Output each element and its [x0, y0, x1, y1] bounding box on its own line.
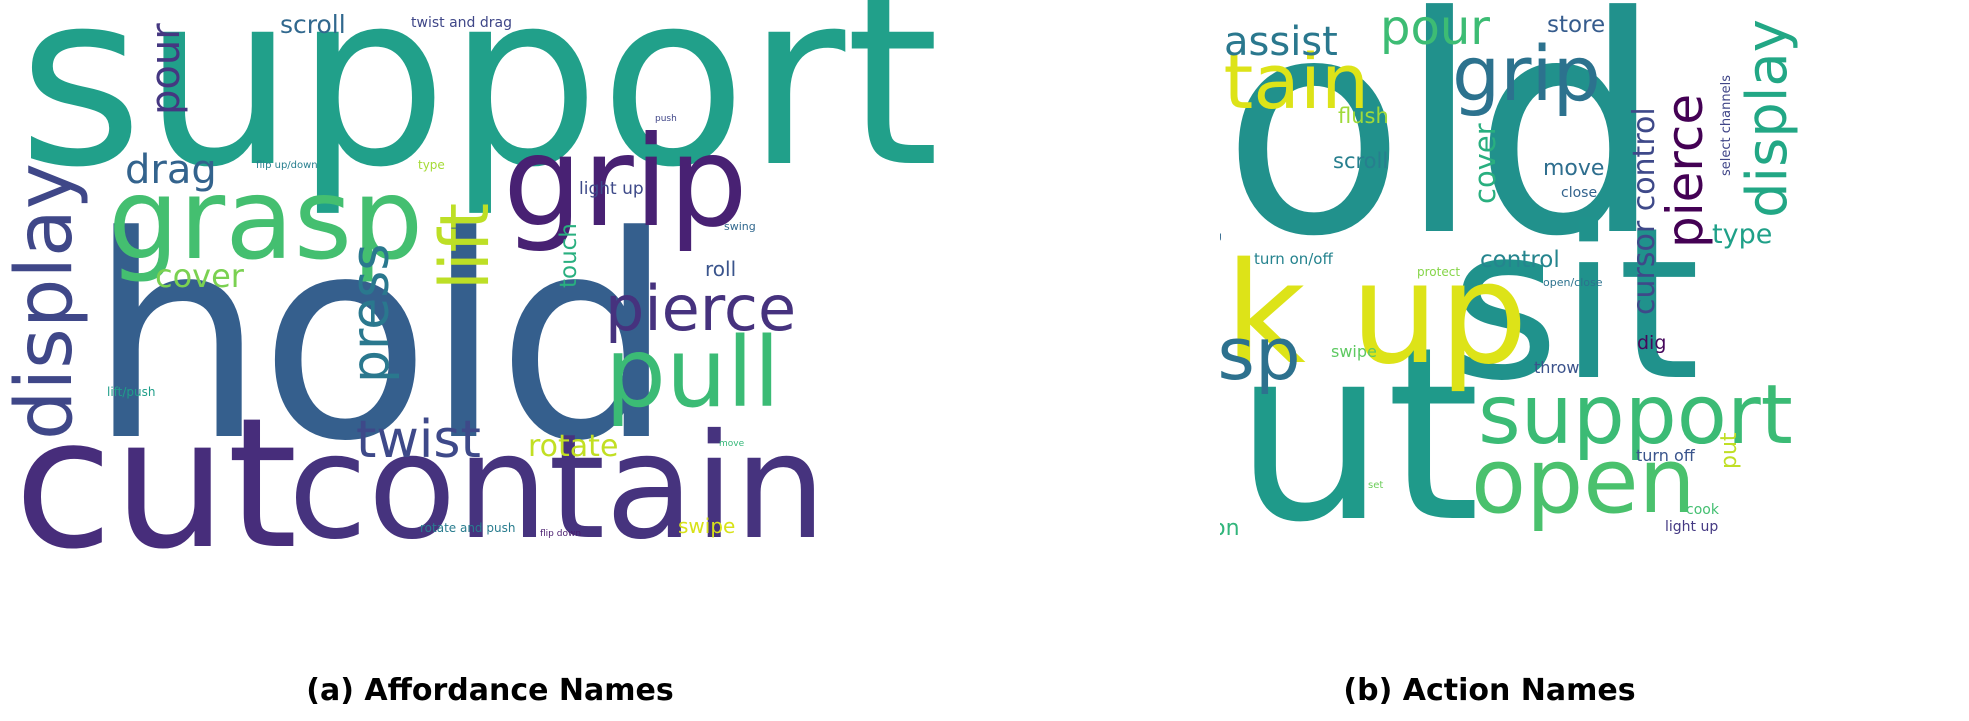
word-throw: throw	[1534, 358, 1580, 377]
word-select-channels: select channels	[1719, 75, 1734, 176]
word-turn-on: turn on	[1220, 516, 1240, 541]
action-wordcloud: hold cut sit pick up contain support ope…	[1220, 0, 1969, 680]
word-assist: assist	[1224, 19, 1338, 65]
word-roll: roll	[705, 257, 737, 281]
word-light-up: light up	[579, 179, 644, 199]
word-open: open	[1471, 429, 1696, 534]
word-swipe: swipe	[1331, 342, 1377, 361]
word-twist: twist	[356, 410, 481, 470]
word-twist-and-drag: twist and drag	[411, 15, 512, 31]
panel-caption: (a) Affordance Names	[306, 673, 674, 708]
word-pierce: pierce	[1656, 93, 1714, 248]
word-rotate-and-push: rotate and push	[420, 521, 516, 535]
word-drag: drag	[125, 147, 217, 193]
word-contain: contain	[1220, 37, 1370, 126]
word-display: display	[0, 163, 90, 440]
word-press: press	[341, 243, 401, 383]
word-move: move	[1543, 156, 1605, 181]
affordance-wordcloud-panel: support hold cut contain grasp grip disp…	[0, 0, 980, 721]
word-cook: cook	[1686, 502, 1719, 518]
word-swipe: swipe	[678, 514, 736, 538]
word-display: display	[1735, 19, 1800, 218]
word-pierce: pierce	[605, 272, 797, 345]
word-pull: pull	[605, 317, 781, 429]
action-wordcloud-panel: hold cut sit pick up contain support ope…	[1010, 0, 1969, 721]
word-grip: grip	[503, 110, 748, 255]
word-open-close: open/close	[1543, 276, 1603, 289]
word-dig: dig	[1637, 332, 1667, 354]
word-cursor-control: cursor control	[1627, 107, 1662, 315]
word-hold: hold	[88, 177, 674, 503]
word-support: support	[18, 0, 940, 220]
word-protect: protect	[1417, 265, 1461, 279]
affordance-wordcloud: support hold cut contain grasp grip disp…	[0, 0, 980, 680]
word-scroll: scroll	[1333, 149, 1389, 173]
word-grasp: grasp	[108, 155, 424, 285]
word-hold: hold	[1220, 0, 1663, 302]
word-swing: swing	[724, 220, 756, 233]
word-flip-down: flip down	[540, 529, 582, 539]
word-cut: cut	[1220, 295, 1481, 575]
word-close: close	[1561, 185, 1598, 201]
word-cut: cut	[14, 380, 298, 589]
word-control: control	[1480, 247, 1560, 273]
word-turn-off: turn off	[1636, 446, 1695, 465]
word-cover: cover	[1468, 123, 1502, 204]
word-pour: pour	[1380, 0, 1490, 56]
word-type: type	[418, 158, 445, 172]
word-set: set	[1368, 480, 1384, 491]
word-turn-on-off: turn on/off	[1254, 250, 1333, 268]
word-grip: grip	[1452, 29, 1601, 118]
word-push: push	[655, 114, 677, 124]
word-grasp: grasp	[1220, 312, 1301, 396]
word-drag: drag	[1220, 4, 1224, 60]
word-move: move	[719, 439, 745, 449]
word-touch: touch	[556, 223, 582, 288]
word-lift-push: lift/push	[107, 385, 156, 399]
word-put: put	[1717, 432, 1742, 469]
word-cover: cover	[155, 257, 244, 295]
word-rotate: rotate	[528, 429, 619, 464]
word-lift: lift	[426, 202, 505, 290]
word-contain: contain	[288, 403, 827, 572]
word-swing: swing	[1220, 232, 1222, 242]
word-scroll: scroll	[280, 10, 346, 39]
word-light-up: light up	[1665, 519, 1719, 535]
word-flip-up-down: flip up/down	[256, 160, 318, 171]
word-pick-up: pick up	[1220, 233, 1528, 396]
panel-caption: (b) Action Names	[1343, 673, 1636, 708]
word-flush: flush	[1338, 104, 1389, 128]
word-support: support	[1478, 368, 1793, 463]
word-sit: sit	[1450, 182, 1701, 427]
word-type: type	[1712, 219, 1773, 250]
word-pour: pour	[143, 23, 189, 115]
word-store: store	[1547, 12, 1606, 38]
